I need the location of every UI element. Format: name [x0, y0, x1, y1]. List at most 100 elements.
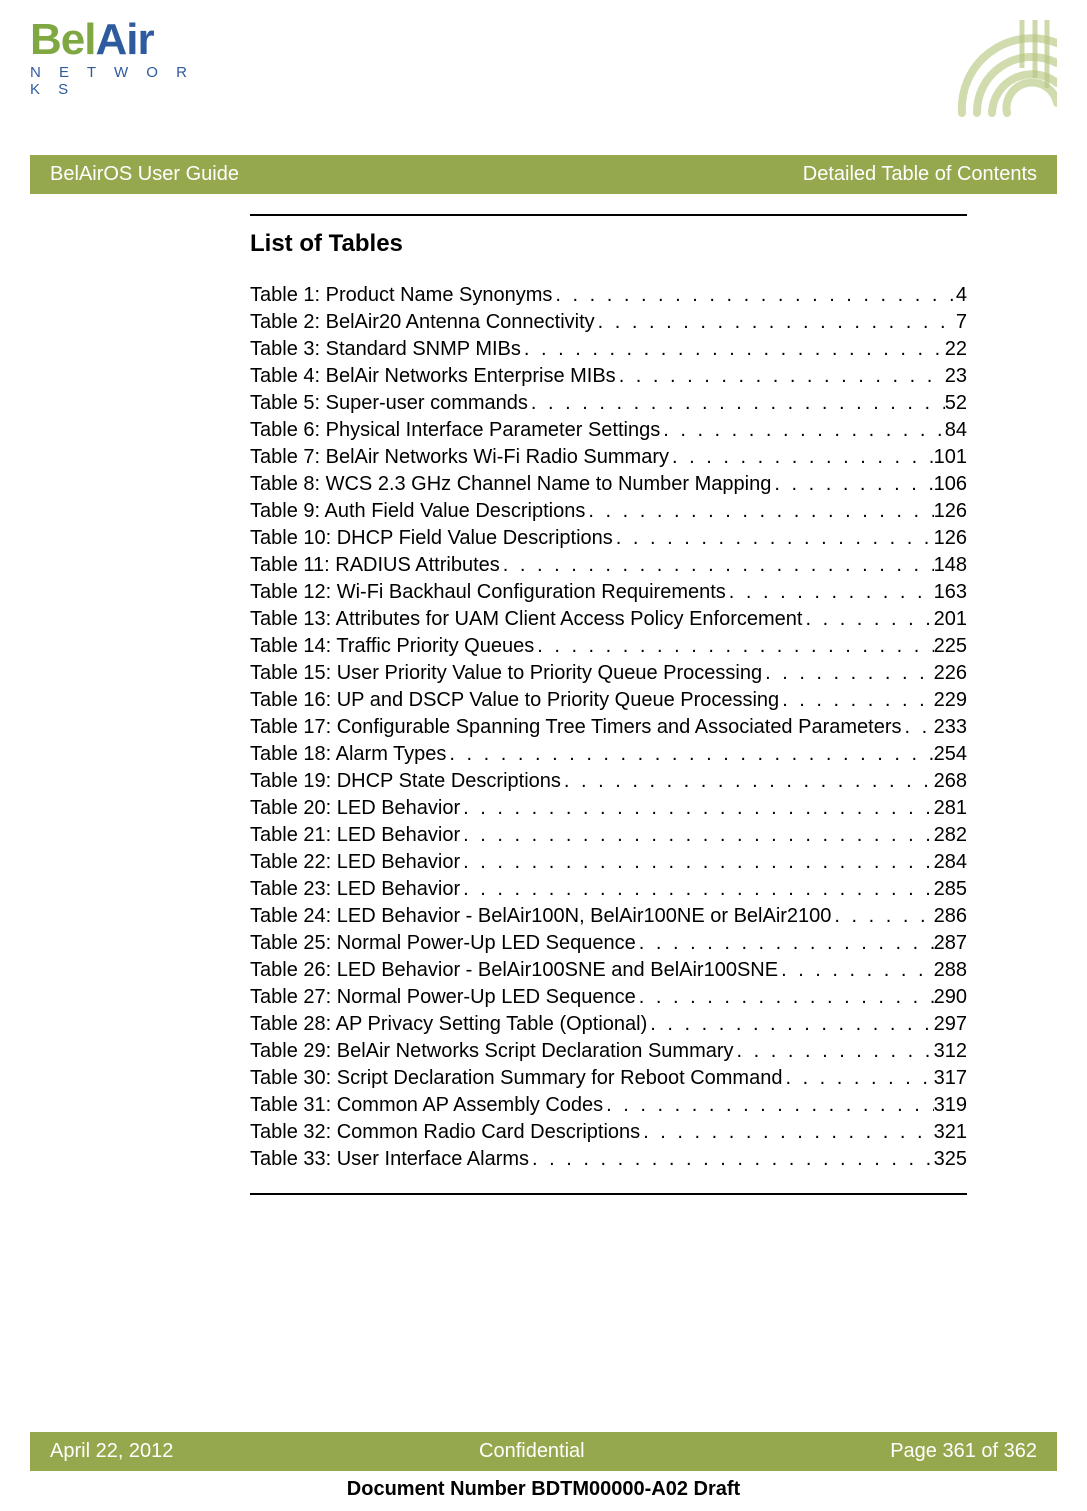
- toc-entry-label: Table 24: LED Behavior - BelAir100N, Bel…: [250, 903, 831, 930]
- toc-dots: . . . . . . . . . . . . . . . . . . . . …: [647, 1011, 933, 1038]
- logo-networks-text: N E T W O R K S: [30, 64, 205, 98]
- watermark-icon: [927, 18, 1057, 123]
- toc-entry-label: Table 33: User Interface Alarms: [250, 1146, 529, 1173]
- toc-dots: . . . . . . . . . . . . . . . . . . . . …: [613, 525, 934, 552]
- header-bar-right: Detailed Table of Contents: [803, 163, 1037, 186]
- toc-entry-page: 282: [934, 822, 967, 849]
- toc-entry-label: Table 1: Product Name Synonyms: [250, 282, 552, 309]
- toc-entry-page: 163: [934, 579, 967, 606]
- header-bar-left: BelAirOS User Guide: [50, 163, 239, 186]
- toc-entry-label: Table 4: BelAir Networks Enterprise MIBs: [250, 363, 616, 390]
- toc-dots: . . . . . . . . . . . . . . . . . . . . …: [636, 984, 934, 1011]
- toc-entry-label: Table 18: Alarm Types: [250, 741, 446, 768]
- toc-entry: Table 18: Alarm Types . . . . . . . . . …: [250, 741, 967, 768]
- toc-entry-page: 106: [934, 471, 967, 498]
- toc-entry: Table 1: Product Name Synonyms . . . . .…: [250, 282, 967, 309]
- toc-dots: . . . . . . . . . . . . . . . . . . . . …: [831, 903, 933, 930]
- toc-entry: Table 4: BelAir Networks Enterprise MIBs…: [250, 363, 967, 390]
- toc-entry: Table 25: Normal Power-Up LED Sequence .…: [250, 930, 967, 957]
- logo-bel-text: Bel: [30, 15, 95, 64]
- toc-entry: Table 23: LED Behavior . . . . . . . . .…: [250, 876, 967, 903]
- toc-dots: . . . . . . . . . . . . . . . . . . . . …: [901, 714, 933, 741]
- toc-entry: Table 8: WCS 2.3 GHz Channel Name to Num…: [250, 471, 967, 498]
- toc-entry-page: 285: [934, 876, 967, 903]
- toc-entry-label: Table 2: BelAir20 Antenna Connectivity: [250, 309, 595, 336]
- toc-entry-page: 229: [934, 687, 967, 714]
- toc-entry-label: Table 17: Configurable Spanning Tree Tim…: [250, 714, 901, 741]
- toc-entry: Table 29: BelAir Networks Script Declara…: [250, 1038, 967, 1065]
- toc-dots: . . . . . . . . . . . . . . . . . . . . …: [460, 795, 933, 822]
- toc-dots: . . . . . . . . . . . . . . . . . . . . …: [726, 579, 934, 606]
- toc-dots: . . . . . . . . . . . . . . . . . . . . …: [585, 498, 933, 525]
- footer-center: Confidential: [479, 1440, 585, 1463]
- toc-entry: Table 28: AP Privacy Setting Table (Opti…: [250, 1011, 967, 1038]
- toc-entry: Table 19: DHCP State Descriptions . . . …: [250, 768, 967, 795]
- header-bar: BelAirOS User Guide Detailed Table of Co…: [30, 155, 1057, 194]
- toc-entry: Table 20: LED Behavior . . . . . . . . .…: [250, 795, 967, 822]
- toc-entry: Table 3: Standard SNMP MIBs . . . . . . …: [250, 336, 967, 363]
- toc-dots: . . . . . . . . . . . . . . . . . . . . …: [779, 687, 933, 714]
- toc-entry-label: Table 22: LED Behavior: [250, 849, 460, 876]
- toc-entry-page: 297: [934, 1011, 967, 1038]
- toc-entry-page: 225: [934, 633, 967, 660]
- toc-entry: Table 9: Auth Field Value Descriptions .…: [250, 498, 967, 525]
- toc-entry-page: 312: [934, 1038, 967, 1065]
- logo-area: BelAir N E T W O R K S: [30, 18, 1057, 123]
- toc-dots: . . . . . . . . . . . . . . . . . . . . …: [534, 633, 933, 660]
- toc-entry: Table 2: BelAir20 Antenna Connectivity .…: [250, 309, 967, 336]
- toc-entry: Table 22: LED Behavior . . . . . . . . .…: [250, 849, 967, 876]
- toc-entry-page: 52: [945, 390, 967, 417]
- toc-entry: Table 31: Common AP Assembly Codes . . .…: [250, 1092, 967, 1119]
- toc-entry-label: Table 15: User Priority Value to Priorit…: [250, 660, 762, 687]
- toc-entry: Table 24: LED Behavior - BelAir100N, Bel…: [250, 903, 967, 930]
- footer-page: Page 361 of 362: [890, 1440, 1037, 1463]
- toc-dots: . . . . . . . . . . . . . . . . . . . . …: [603, 1092, 933, 1119]
- toc-dots: . . . . . . . . . . . . . . . . . . . . …: [500, 552, 934, 579]
- toc-entry-page: 286: [934, 903, 967, 930]
- toc-entry-label: Table 16: UP and DSCP Value to Priority …: [250, 687, 779, 714]
- toc-entry: Table 5: Super-user commands . . . . . .…: [250, 390, 967, 417]
- toc-dots: . . . . . . . . . . . . . . . . . . . . …: [460, 822, 933, 849]
- toc-entry-label: Table 21: LED Behavior: [250, 822, 460, 849]
- toc-entry-page: 287: [934, 930, 967, 957]
- toc-entry-label: Table 19: DHCP State Descriptions: [250, 768, 561, 795]
- toc-dots: . . . . . . . . . . . . . . . . . . . . …: [460, 849, 933, 876]
- toc-entry-label: Table 28: AP Privacy Setting Table (Opti…: [250, 1011, 647, 1038]
- toc-entry-label: Table 20: LED Behavior: [250, 795, 460, 822]
- toc-dots: . . . . . . . . . . . . . . . . . . . . …: [636, 930, 934, 957]
- toc-entry: Table 26: LED Behavior - BelAir100SNE an…: [250, 957, 967, 984]
- toc-dots: . . . . . . . . . . . . . . . . . . . . …: [552, 282, 956, 309]
- toc-entry-label: Table 7: BelAir Networks Wi-Fi Radio Sum…: [250, 444, 669, 471]
- toc-entry-label: Table 13: Attributes for UAM Client Acce…: [250, 606, 802, 633]
- logo-wordmark: BelAir: [30, 18, 205, 62]
- toc-entry: Table 10: DHCP Field Value Descriptions …: [250, 525, 967, 552]
- toc-entry-label: Table 23: LED Behavior: [250, 876, 460, 903]
- toc-entry-page: 84: [945, 417, 967, 444]
- logo-belair: BelAir N E T W O R K S: [30, 18, 205, 98]
- toc-entry-label: Table 14: Traffic Priority Queues: [250, 633, 534, 660]
- toc-entry-page: 126: [934, 498, 967, 525]
- toc-entry: Table 7: BelAir Networks Wi-Fi Radio Sum…: [250, 444, 967, 471]
- toc-entry-page: 254: [934, 741, 967, 768]
- toc-entry-label: Table 9: Auth Field Value Descriptions: [250, 498, 585, 525]
- footer-bar: April 22, 2012 Confidential Page 361 of …: [30, 1432, 1057, 1471]
- toc-dots: . . . . . . . . . . . . . . . . . . . . …: [528, 390, 945, 417]
- toc-entry-page: 7: [956, 309, 967, 336]
- toc-entry-page: 226: [934, 660, 967, 687]
- section-divider: [250, 1193, 967, 1195]
- toc-entry: Table 14: Traffic Priority Queues . . . …: [250, 633, 967, 660]
- toc-entry-page: 268: [934, 768, 967, 795]
- toc-entry: Table 11: RADIUS Attributes . . . . . . …: [250, 552, 967, 579]
- footer-date: April 22, 2012: [50, 1440, 173, 1463]
- toc-entry-page: 284: [934, 849, 967, 876]
- toc-dots: . . . . . . . . . . . . . . . . . . . . …: [762, 660, 934, 687]
- toc-dots: . . . . . . . . . . . . . . . . . . . . …: [778, 957, 934, 984]
- toc-entry: Table 21: LED Behavior . . . . . . . . .…: [250, 822, 967, 849]
- toc-dots: . . . . . . . . . . . . . . . . . . . . …: [640, 1119, 933, 1146]
- toc-entry: Table 27: Normal Power-Up LED Sequence .…: [250, 984, 967, 1011]
- toc-entry-label: Table 30: Script Declaration Summary for…: [250, 1065, 782, 1092]
- toc-entry: Table 15: User Priority Value to Priorit…: [250, 660, 967, 687]
- toc-entry: Table 12: Wi-Fi Backhaul Configuration R…: [250, 579, 967, 606]
- toc-dots: . . . . . . . . . . . . . . . . . . . . …: [529, 1146, 934, 1173]
- toc-entry: Table 30: Script Declaration Summary for…: [250, 1065, 967, 1092]
